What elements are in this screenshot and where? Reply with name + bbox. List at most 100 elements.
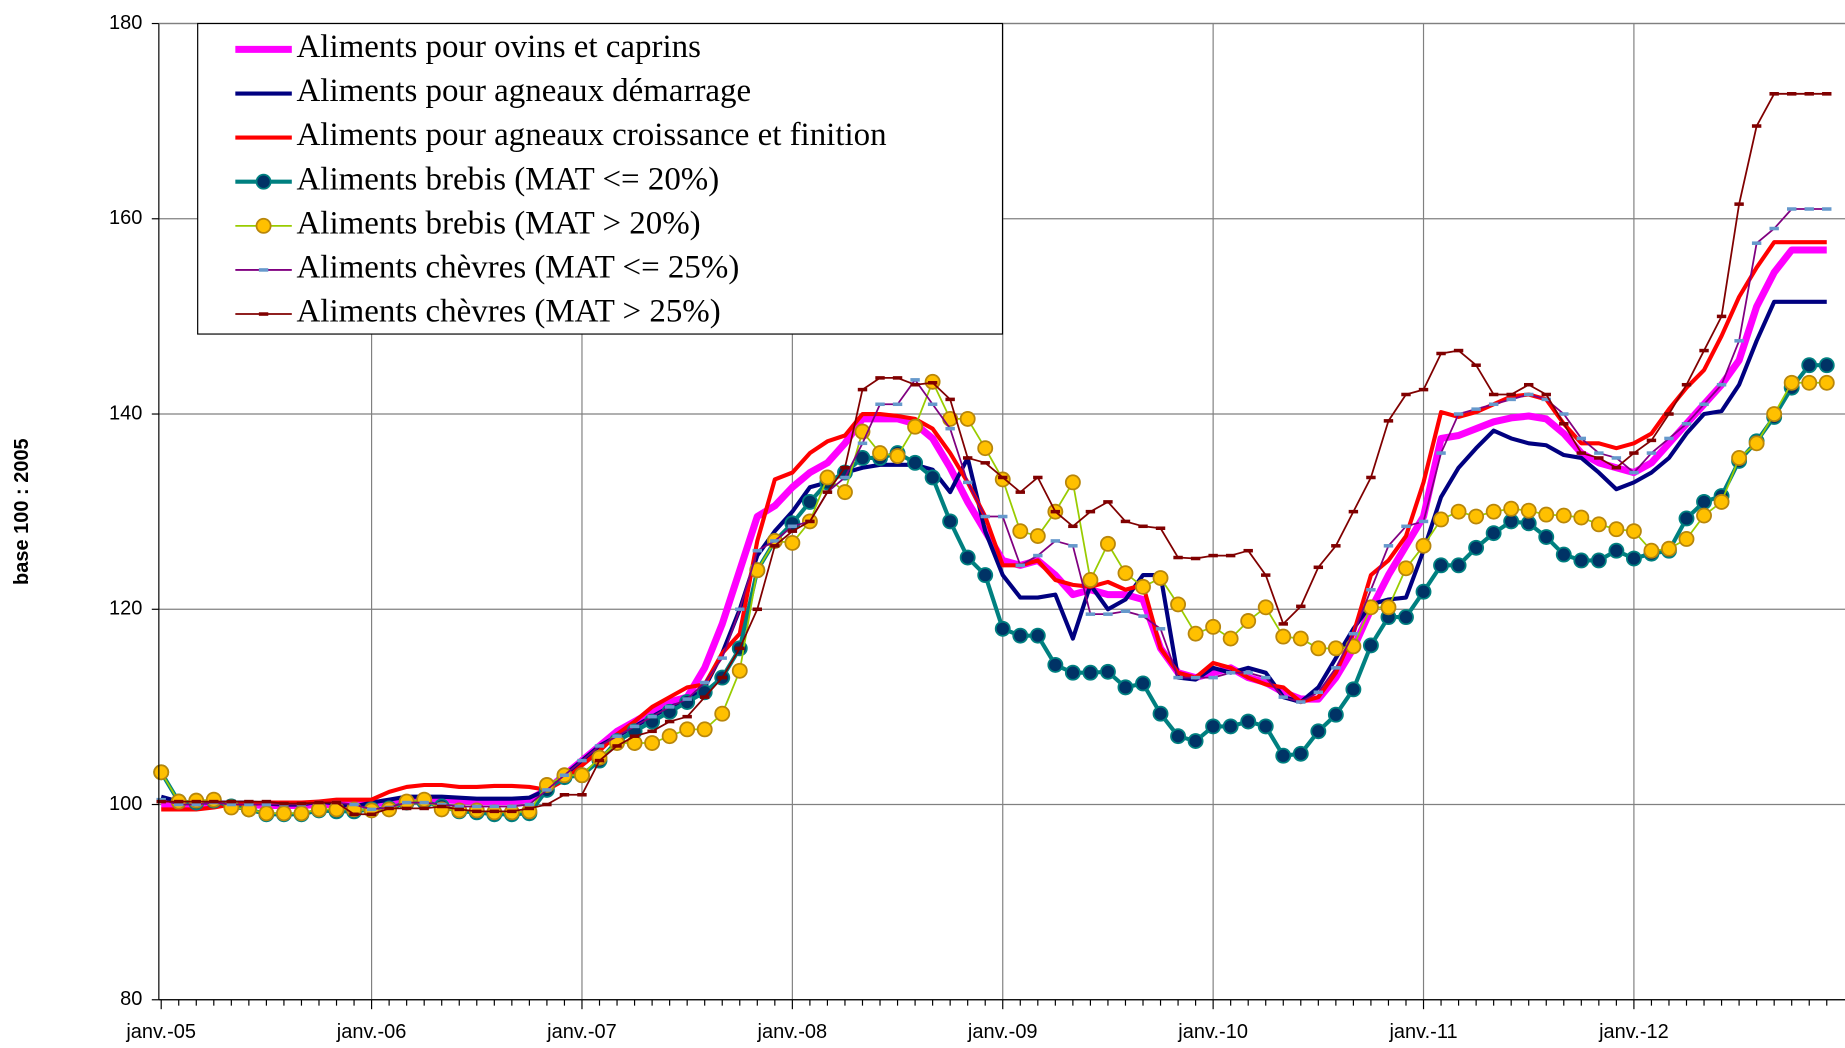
point <box>1748 435 1765 452</box>
point <box>1643 542 1660 559</box>
point <box>1573 509 1590 526</box>
point <box>1783 374 1800 391</box>
point <box>1117 679 1134 696</box>
point <box>1047 656 1064 673</box>
y-tick-label: 140 <box>109 402 142 424</box>
point <box>1362 637 1379 654</box>
point <box>907 454 924 471</box>
point <box>311 801 327 818</box>
point <box>661 728 678 745</box>
point <box>924 469 941 486</box>
x-tick-label: janv.-09 <box>967 1021 1038 1043</box>
point <box>1801 357 1818 374</box>
point <box>1187 625 1204 642</box>
point <box>1731 450 1748 466</box>
point <box>591 749 608 766</box>
point <box>1398 609 1414 626</box>
point <box>1152 705 1169 722</box>
point <box>205 791 222 808</box>
legend-label: Aliments pour ovins et caprins <box>297 29 701 65</box>
point <box>1433 511 1449 528</box>
point <box>696 721 713 738</box>
point <box>1135 578 1151 595</box>
point <box>1275 747 1292 764</box>
point <box>153 764 170 781</box>
point <box>1240 613 1257 629</box>
point <box>1485 503 1502 520</box>
point <box>872 445 888 462</box>
point <box>1380 599 1397 616</box>
point <box>1398 560 1414 577</box>
series-line <box>160 299 1827 809</box>
point <box>1696 493 1712 510</box>
legend-marker <box>255 217 272 234</box>
y-axis-label: base 100 : 2005 <box>11 438 33 585</box>
point <box>1222 630 1239 647</box>
point <box>1713 493 1730 510</box>
point <box>521 803 538 820</box>
point <box>1205 718 1222 735</box>
point <box>1082 572 1099 588</box>
point <box>837 484 853 501</box>
point <box>1012 627 1029 644</box>
point <box>889 448 906 464</box>
point <box>1555 546 1572 563</box>
point <box>1766 406 1783 422</box>
x-tick-label: janv.-11 <box>1388 1021 1457 1043</box>
point <box>1520 502 1537 519</box>
point <box>1555 507 1572 524</box>
legend-label: Aliments brebis (MAT > 20%) <box>297 205 701 241</box>
point <box>1292 745 1309 762</box>
y-tick-label: 80 <box>120 988 142 1010</box>
point <box>258 805 275 822</box>
legend-label: Aliments pour agneaux démarrage <box>297 73 752 109</box>
y-tick-label: 180 <box>109 12 142 34</box>
point <box>1801 374 1818 391</box>
legend-label: Aliments chèvres (MAT > 25%) <box>297 294 721 330</box>
point <box>574 767 590 784</box>
point <box>1064 664 1081 681</box>
point <box>1608 521 1625 538</box>
point <box>1590 516 1607 533</box>
point <box>416 791 433 808</box>
point <box>1503 500 1520 517</box>
point <box>644 735 661 751</box>
legend-label: Aliments brebis (MAT <= 20%) <box>297 161 720 197</box>
series-line <box>161 240 1827 812</box>
point <box>1468 508 1485 525</box>
point <box>1257 718 1274 735</box>
axes: 80 100 120 140 160 180 janv.-05 janv.-06 janv.-0… <box>109 12 1845 1043</box>
point <box>907 418 924 435</box>
point <box>1450 503 1467 520</box>
x-tick-label: janv.-05 <box>125 1021 196 1043</box>
point <box>1205 618 1222 635</box>
point <box>293 805 310 822</box>
legend-label: Aliments chèvres (MAT <= 25%) <box>297 250 740 286</box>
point <box>1170 596 1187 613</box>
point <box>1625 550 1642 567</box>
point <box>1538 506 1555 523</box>
y-tick-label: 160 <box>109 207 142 229</box>
point <box>959 549 976 566</box>
point <box>1485 525 1502 542</box>
point <box>1327 706 1344 723</box>
point <box>679 721 696 738</box>
y-tick-label: 100 <box>109 793 142 815</box>
point <box>1029 627 1046 644</box>
point <box>784 534 801 551</box>
point <box>1573 552 1590 569</box>
point <box>1450 557 1467 574</box>
point <box>1064 474 1081 491</box>
point <box>1538 529 1555 545</box>
point <box>1292 630 1309 647</box>
point <box>1117 565 1134 582</box>
point <box>819 469 836 486</box>
point <box>1099 663 1116 680</box>
point <box>977 567 994 584</box>
point <box>1222 718 1239 735</box>
point <box>1012 523 1029 540</box>
legend-marker <box>255 173 272 190</box>
x-tick-label: janv.-12 <box>1598 1021 1669 1043</box>
point <box>1310 723 1327 740</box>
point <box>1678 531 1695 547</box>
